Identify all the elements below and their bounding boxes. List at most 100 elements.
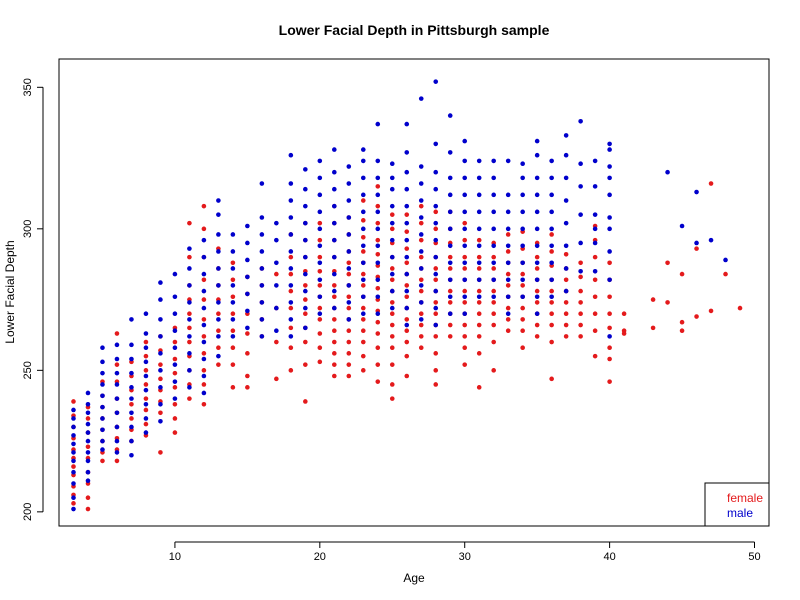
data-point-female xyxy=(650,325,656,331)
data-point-female xyxy=(201,203,207,209)
data-point-male xyxy=(332,169,337,175)
data-point-male xyxy=(592,268,598,274)
data-point-female xyxy=(187,339,192,345)
data-point-female xyxy=(360,271,366,277)
data-point-female xyxy=(172,339,178,345)
data-point-male xyxy=(85,478,91,484)
data-point-male xyxy=(476,243,482,249)
data-point-male xyxy=(332,186,337,192)
data-point-male xyxy=(85,430,91,435)
data-point-male xyxy=(172,328,178,334)
data-point-female xyxy=(404,373,410,379)
data-point-male xyxy=(433,322,439,328)
data-point-female xyxy=(360,249,366,254)
data-point-female xyxy=(375,184,381,189)
data-point-female xyxy=(230,385,236,390)
data-point-female xyxy=(216,311,221,317)
data-point-female xyxy=(433,368,439,373)
data-point-female xyxy=(288,288,294,294)
data-point-female xyxy=(505,249,511,254)
data-point-female xyxy=(520,328,525,334)
data-point-male xyxy=(317,311,323,317)
data-point-male xyxy=(274,220,279,226)
data-point-female xyxy=(360,235,366,240)
data-point-female xyxy=(418,237,424,243)
data-point-male xyxy=(549,226,554,232)
data-point-male xyxy=(114,370,120,376)
data-point-female xyxy=(447,288,453,294)
data-point-male xyxy=(578,268,583,274)
data-point-female xyxy=(172,370,178,376)
data-point-female xyxy=(288,325,294,331)
data-point-male xyxy=(534,311,540,317)
data-point-female xyxy=(534,322,540,328)
data-point-male xyxy=(172,379,178,384)
data-point-male xyxy=(563,288,569,294)
data-point-male xyxy=(578,240,583,246)
data-point-female xyxy=(418,322,424,328)
data-point-female xyxy=(143,382,149,387)
data-point-male xyxy=(201,390,207,396)
data-point-male xyxy=(418,96,424,101)
data-point-female xyxy=(114,362,120,367)
data-point-male xyxy=(201,356,207,362)
data-point-male xyxy=(389,203,395,209)
data-point-male xyxy=(404,121,410,127)
data-point-female xyxy=(491,339,496,345)
data-point-male xyxy=(505,243,511,249)
data-point-male xyxy=(71,481,76,486)
data-point-male xyxy=(505,311,511,317)
data-point-female xyxy=(245,385,250,390)
data-point-male xyxy=(418,198,424,203)
data-point-male xyxy=(563,198,569,203)
data-point-male xyxy=(534,243,540,249)
data-point-female xyxy=(563,300,569,305)
data-point-female xyxy=(230,260,236,266)
x-tick-label: 20 xyxy=(314,551,326,563)
data-point-male xyxy=(230,317,236,322)
data-point-female xyxy=(274,376,279,382)
data-point-male xyxy=(447,192,453,198)
data-point-male xyxy=(230,266,236,271)
data-point-female xyxy=(534,334,540,339)
data-point-male xyxy=(71,506,76,512)
data-point-female xyxy=(172,416,178,421)
data-point-male xyxy=(418,249,424,254)
data-point-female xyxy=(389,277,395,283)
data-point-male xyxy=(418,232,424,237)
data-point-female xyxy=(332,351,337,356)
data-point-male xyxy=(592,158,598,164)
data-point-female xyxy=(317,237,323,243)
data-point-female xyxy=(418,277,424,283)
data-point-female xyxy=(505,232,511,237)
x-axis: 10 20 30 40 50 xyxy=(169,541,761,563)
data-point-female xyxy=(158,450,163,455)
data-point-male xyxy=(317,243,323,249)
data-point-male xyxy=(346,300,352,305)
data-point-male xyxy=(85,458,91,464)
data-point-male xyxy=(404,322,410,328)
data-point-male xyxy=(346,283,352,288)
data-point-male xyxy=(375,226,381,232)
data-point-male xyxy=(216,300,221,305)
data-point-male xyxy=(534,175,540,181)
data-point-male xyxy=(476,294,482,300)
data-point-female xyxy=(476,300,482,305)
x-tick-label: 40 xyxy=(603,551,615,563)
data-point-female xyxy=(230,311,236,317)
data-point-female xyxy=(143,421,149,427)
data-point-female xyxy=(679,319,685,325)
data-point-male xyxy=(607,147,612,152)
data-point-female xyxy=(346,351,352,356)
data-point-male xyxy=(534,152,540,158)
data-point-male xyxy=(288,334,294,339)
data-point-female xyxy=(389,226,395,232)
data-point-male xyxy=(114,438,120,444)
data-point-male xyxy=(491,243,496,249)
data-point-male xyxy=(607,164,612,169)
data-point-male xyxy=(303,254,308,260)
data-point-female xyxy=(317,283,323,288)
data-point-female xyxy=(520,305,525,311)
data-point-male xyxy=(462,209,468,215)
data-point-male xyxy=(216,249,221,254)
